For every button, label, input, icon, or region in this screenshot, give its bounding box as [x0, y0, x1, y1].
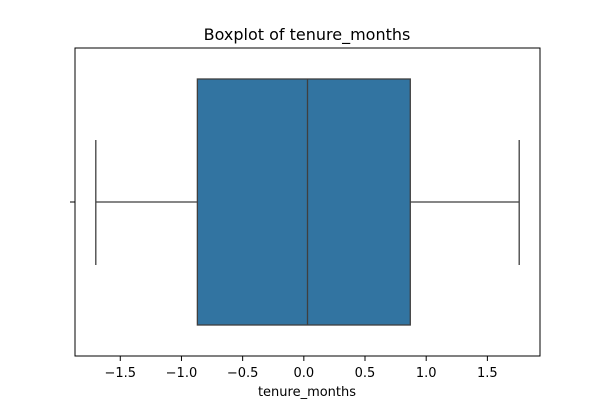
x-axis-label: tenure_months	[258, 385, 356, 400]
iqr-box	[196, 78, 411, 326]
x-tick-label: 1.0	[416, 366, 437, 381]
x-axis-ticks: −1.5 −1.0 −0.5 0.0 0.5 1.0 1.5	[104, 356, 498, 381]
box-marks	[95, 78, 520, 326]
x-tick-label: −1.0	[166, 366, 198, 381]
x-tick-label: −1.5	[104, 366, 136, 381]
chart-title: Boxplot of tenure_months	[204, 25, 411, 45]
x-tick-label: 1.5	[477, 366, 498, 381]
x-tick-label: 0.5	[355, 366, 376, 381]
x-tick-label: −0.5	[227, 366, 259, 381]
x-tick-label: 0.0	[293, 366, 314, 381]
